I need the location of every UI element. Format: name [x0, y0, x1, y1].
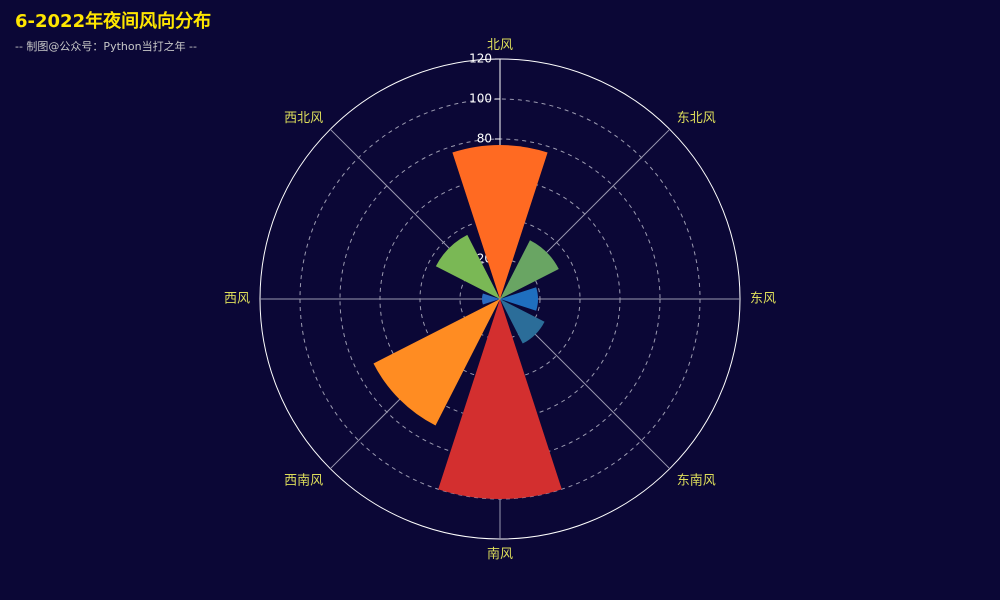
bar-2: [500, 240, 559, 299]
bar-3: [500, 287, 538, 311]
bars: [373, 145, 562, 499]
direction-label: 西南风: [284, 473, 323, 489]
radius-tick-label: 100: [469, 92, 492, 106]
bar-6: [373, 299, 500, 426]
direction-label: 东南风: [677, 473, 716, 489]
bar-1: [452, 145, 548, 299]
bar-7: [481, 293, 500, 305]
direction-label: 东北风: [677, 111, 716, 126]
bar-5: [438, 299, 562, 499]
bar-4: [500, 299, 545, 344]
direction-label: 南风: [487, 546, 513, 562]
chart-subtitle: -- 制图@公众号：Python当打之年 --: [15, 40, 197, 53]
radius-tick-label: 80: [477, 132, 492, 146]
bar-8: [435, 234, 500, 299]
direction-label: 西北风: [284, 111, 323, 126]
direction-label: 东风: [750, 292, 776, 307]
radius-tick-label: 120: [469, 52, 492, 66]
chart-title: 6-2022年夜间风向分布: [15, 11, 212, 32]
direction-label: 西风: [224, 292, 250, 307]
direction-label: 北风: [487, 38, 513, 53]
